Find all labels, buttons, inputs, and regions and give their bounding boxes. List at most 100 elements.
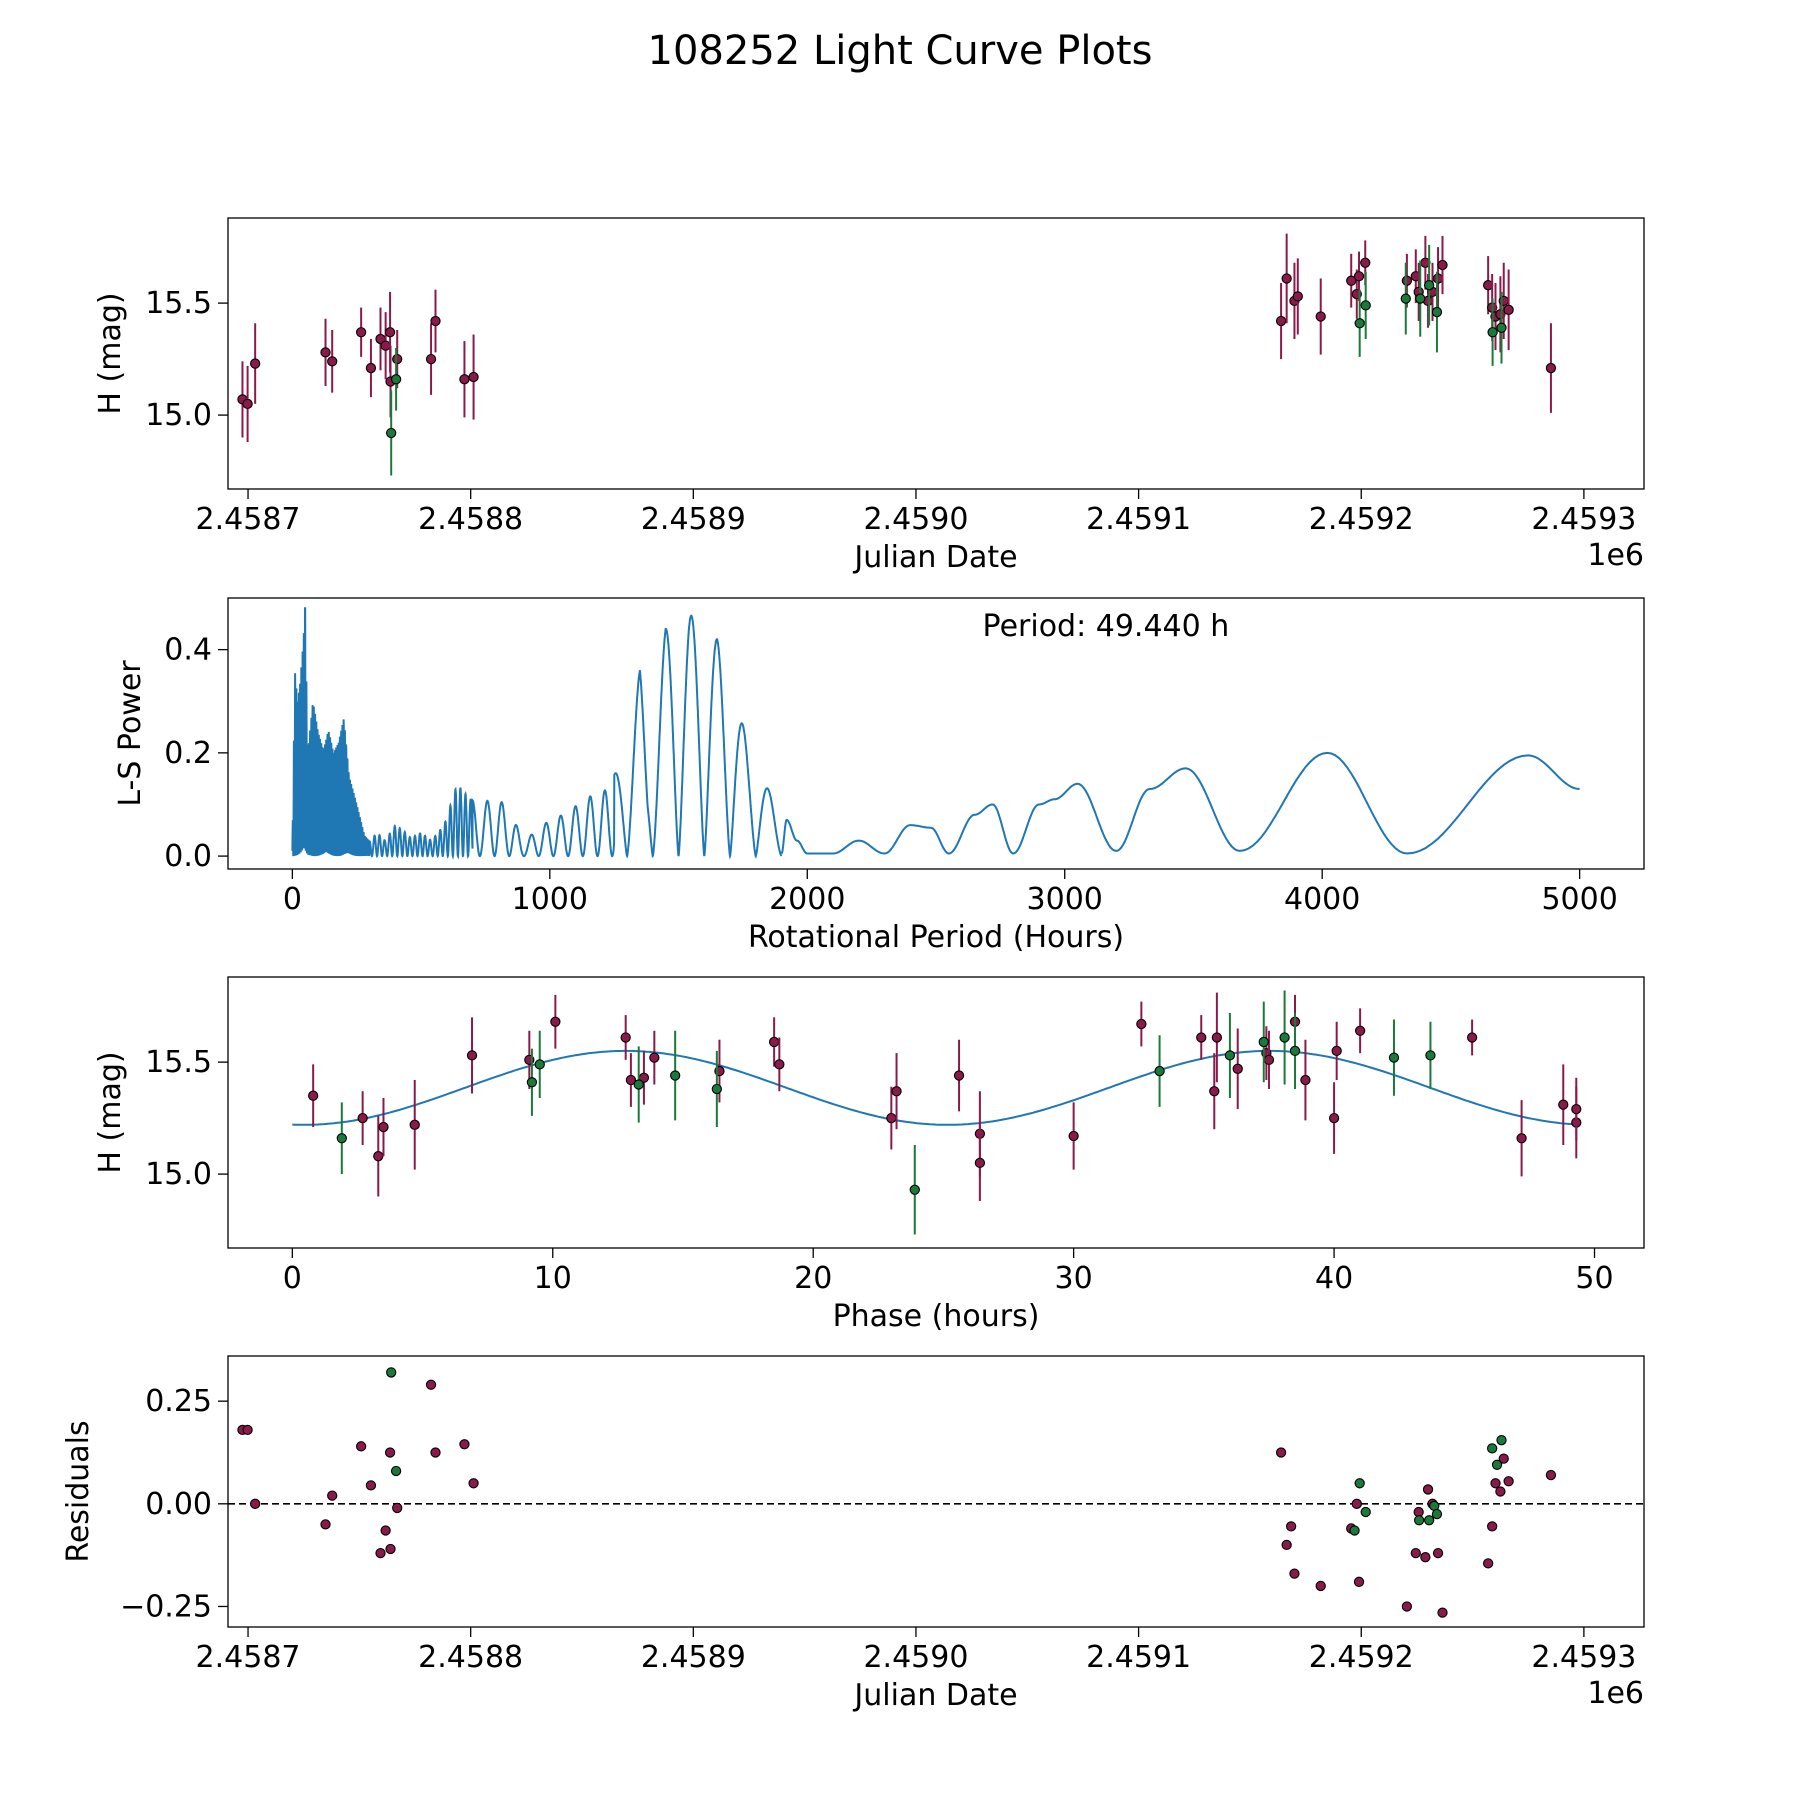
data-point [327, 356, 338, 367]
data-point [327, 1490, 338, 1501]
plot-area [228, 1367, 1644, 1618]
x-tick-label: 2.4589 [641, 1640, 746, 1675]
data-point [1498, 1453, 1509, 1464]
data-point [1068, 1130, 1079, 1142]
fit-curve [292, 1049, 1580, 1126]
data-point [1487, 1443, 1498, 1454]
data-point [974, 1157, 986, 1169]
y-tick-label: 15.5 [145, 286, 212, 321]
data-point [550, 1016, 561, 1027]
data-point [392, 1502, 403, 1514]
data-point [1360, 300, 1371, 311]
data-point [308, 1090, 319, 1101]
data-point [1413, 1515, 1425, 1526]
data-point [1420, 1552, 1431, 1563]
data-point [390, 1465, 402, 1477]
data-point [1354, 1025, 1366, 1036]
x-offset-label: 1e6 [1587, 538, 1644, 573]
data-point [375, 1547, 386, 1559]
data-point [1503, 304, 1514, 315]
residuals-panel: 2.4587 2.4588 2.4589 2.4590 2.4591 2.4592 2.45… [61, 1355, 1645, 1713]
data-point [1487, 1521, 1498, 1532]
data-point [459, 1439, 470, 1450]
x-tick-label: 2.4589 [641, 502, 746, 537]
data-point [1349, 1525, 1360, 1536]
data-point [1496, 1435, 1507, 1446]
data-point [1360, 1506, 1371, 1518]
data-point [384, 1447, 396, 1458]
data-point [386, 427, 397, 439]
data-point [774, 1059, 785, 1070]
data-point [1431, 1508, 1443, 1520]
data-point [1281, 273, 1292, 284]
data-point [365, 362, 377, 374]
data-point [1331, 1045, 1342, 1057]
x-tick-label: 2.4588 [418, 1640, 523, 1675]
data-point [242, 1424, 253, 1436]
data-point [1275, 1447, 1287, 1458]
data-point [1401, 275, 1413, 286]
data-point [711, 1083, 722, 1095]
data-point [1354, 318, 1365, 329]
data-point [1558, 1099, 1569, 1110]
data-point [250, 1498, 261, 1509]
x-tick-label: 0 [283, 1261, 302, 1296]
axes-frame [227, 1355, 1645, 1628]
data-point [1289, 1045, 1301, 1057]
x-tick-label: 3000 [1027, 882, 1103, 917]
data-point [425, 1379, 437, 1390]
data-point [1285, 1521, 1297, 1532]
data-point [1415, 293, 1426, 304]
power-series-smooth [780, 751, 1580, 855]
x-tick-label: 2.4591 [1086, 1640, 1191, 1675]
x-tick-label: 2.4590 [863, 502, 968, 537]
y-tick-label: 0.25 [145, 1384, 212, 1419]
data-point [430, 315, 441, 327]
x-offset-label: 1e6 [1587, 1676, 1644, 1711]
plot-area [291, 607, 1580, 860]
axes-frame [227, 597, 1645, 870]
y-tick-label: 0.00 [145, 1487, 212, 1522]
data-point [1516, 1133, 1527, 1144]
data-point [1424, 280, 1435, 291]
x-tick-label: 2.4592 [1309, 1640, 1414, 1675]
data-point [250, 358, 261, 369]
data-point [357, 1112, 368, 1124]
data-point [1300, 1074, 1311, 1086]
data-point [526, 1077, 538, 1088]
data-point [390, 374, 402, 385]
data-point [355, 1441, 367, 1452]
data-point [1211, 1032, 1223, 1043]
y-tick-label: 0.4 [164, 633, 212, 668]
data-point [380, 340, 391, 351]
data-point [1292, 291, 1303, 302]
data-point [953, 1070, 965, 1081]
y-tick-label: 15.0 [145, 1157, 212, 1192]
data-point [1491, 1459, 1503, 1470]
data-point [534, 1059, 545, 1070]
data-point [1353, 1576, 1365, 1587]
data-point [1495, 309, 1506, 320]
data-point [1490, 1478, 1501, 1489]
x-tick-label: 2.4587 [196, 502, 301, 537]
data-point [1432, 1547, 1444, 1559]
data-point [1495, 1486, 1506, 1497]
data-point [1275, 315, 1287, 327]
data-point [409, 1119, 420, 1130]
data-point [355, 327, 367, 338]
y-axis-label: H (mag) [93, 1051, 128, 1173]
data-point [620, 1032, 631, 1043]
data-point [1483, 1558, 1494, 1569]
data-point [425, 353, 437, 365]
data-point [1571, 1103, 1582, 1115]
data-point [625, 1074, 637, 1086]
data-point [373, 1151, 384, 1162]
data-point [1437, 259, 1448, 271]
data-point [1136, 1018, 1147, 1030]
x-tick-label: 2.4591 [1086, 502, 1191, 537]
period-annotation: Period: 49.440 h [983, 609, 1230, 644]
data-point [430, 1447, 441, 1458]
y-tick-label: −0.25 [120, 1589, 212, 1624]
data-point [1545, 362, 1557, 374]
